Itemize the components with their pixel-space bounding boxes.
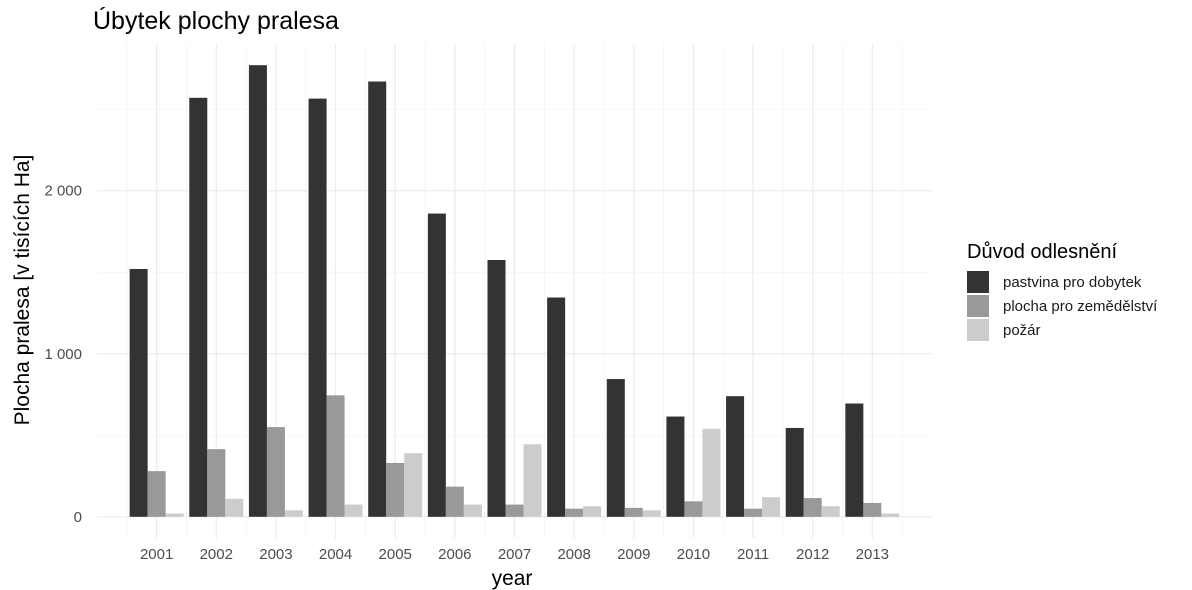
bar-1-2010: [666, 416, 685, 517]
bar-2-2003: [266, 427, 285, 517]
y-tick-label: 2 000: [44, 183, 82, 200]
bar-3-2005: [404, 453, 423, 517]
bar-3-2004: [344, 504, 363, 517]
bar-2-2011: [744, 508, 763, 517]
x-tick-label: 2011: [737, 546, 769, 563]
x-axis-ticks: 2001 2002 2003 2004 2005 2006 2007 2008 2009 2010…: [140, 546, 889, 563]
x-tick-label: 2003: [259, 546, 292, 563]
x-axis-title: year: [492, 567, 533, 590]
legend: Důvod odlesnění pastvina pro dobytek ploc…: [967, 241, 1158, 341]
x-tick-label: 2004: [319, 546, 352, 563]
x-tick-label: 2008: [557, 546, 590, 563]
bar-1-2004: [308, 98, 327, 517]
bar-3-2001: [165, 513, 184, 517]
legend-swatch: [967, 319, 989, 341]
bar-1-2013: [845, 403, 864, 517]
bar-1-2011: [726, 396, 745, 517]
bar-1-2012: [785, 427, 804, 517]
bar-3-2002: [225, 498, 244, 517]
x-tick-label: 2012: [796, 546, 829, 563]
bar-1-2008: [547, 297, 566, 517]
legend-label: požár: [1003, 322, 1041, 339]
x-tick-label: 2002: [200, 546, 233, 563]
bar-1-2002: [189, 97, 208, 517]
legend-swatch: [967, 271, 989, 293]
bar-3-2010: [702, 428, 721, 517]
bar-2-2004: [326, 395, 345, 517]
bar-2-2008: [565, 508, 584, 517]
bar-3-2011: [762, 497, 781, 517]
x-tick-label: 2005: [379, 546, 412, 563]
bar-1-2007: [487, 260, 506, 517]
x-tick-label: 2010: [677, 546, 710, 563]
x-tick-label: 2013: [856, 546, 889, 563]
y-axis-ticks: 0 1 000 2 000: [44, 183, 82, 526]
bar-2-2010: [684, 501, 703, 517]
bar-1-2003: [248, 65, 267, 517]
legend-title: Důvod odlesnění: [967, 241, 1118, 263]
bar-3-2012: [821, 506, 840, 517]
x-tick-label: 2009: [617, 546, 650, 563]
bar-3-2008: [583, 506, 602, 517]
y-axis-title: Plocha pralesa [v tisících Ha]: [11, 155, 34, 426]
x-tick-label: 2001: [140, 546, 173, 563]
bar-2-2006: [445, 486, 464, 517]
bar-1-2005: [368, 81, 387, 517]
x-tick-label: 2007: [498, 546, 531, 563]
bar-2-2002: [207, 449, 226, 517]
y-tick-label: 0: [74, 509, 82, 526]
bars: [129, 65, 900, 517]
legend-label: pastvina pro dobytek: [1003, 274, 1142, 291]
bar-1-2001: [129, 268, 148, 517]
bar-3-2003: [284, 510, 303, 517]
bar-2-2012: [803, 498, 822, 517]
bar-3-2013: [881, 513, 900, 517]
bar-1-2006: [427, 213, 446, 517]
bar-3-2009: [642, 510, 661, 517]
bar-1-2009: [606, 379, 625, 517]
chart-title: Úbytek plochy pralesa: [93, 6, 339, 35]
legend-swatch: [967, 295, 989, 317]
bar-2-2005: [386, 463, 405, 517]
bar-2-2013: [863, 502, 882, 517]
bar-3-2007: [523, 444, 542, 517]
bar-2-2001: [147, 471, 166, 517]
bar-3-2006: [463, 504, 482, 517]
x-tick-label: 2006: [438, 546, 471, 563]
bar-2-2007: [505, 504, 524, 517]
bar-2-2009: [624, 507, 643, 517]
legend-label: plocha pro zemědělství: [1003, 298, 1158, 315]
y-tick-label: 1 000: [44, 346, 82, 363]
